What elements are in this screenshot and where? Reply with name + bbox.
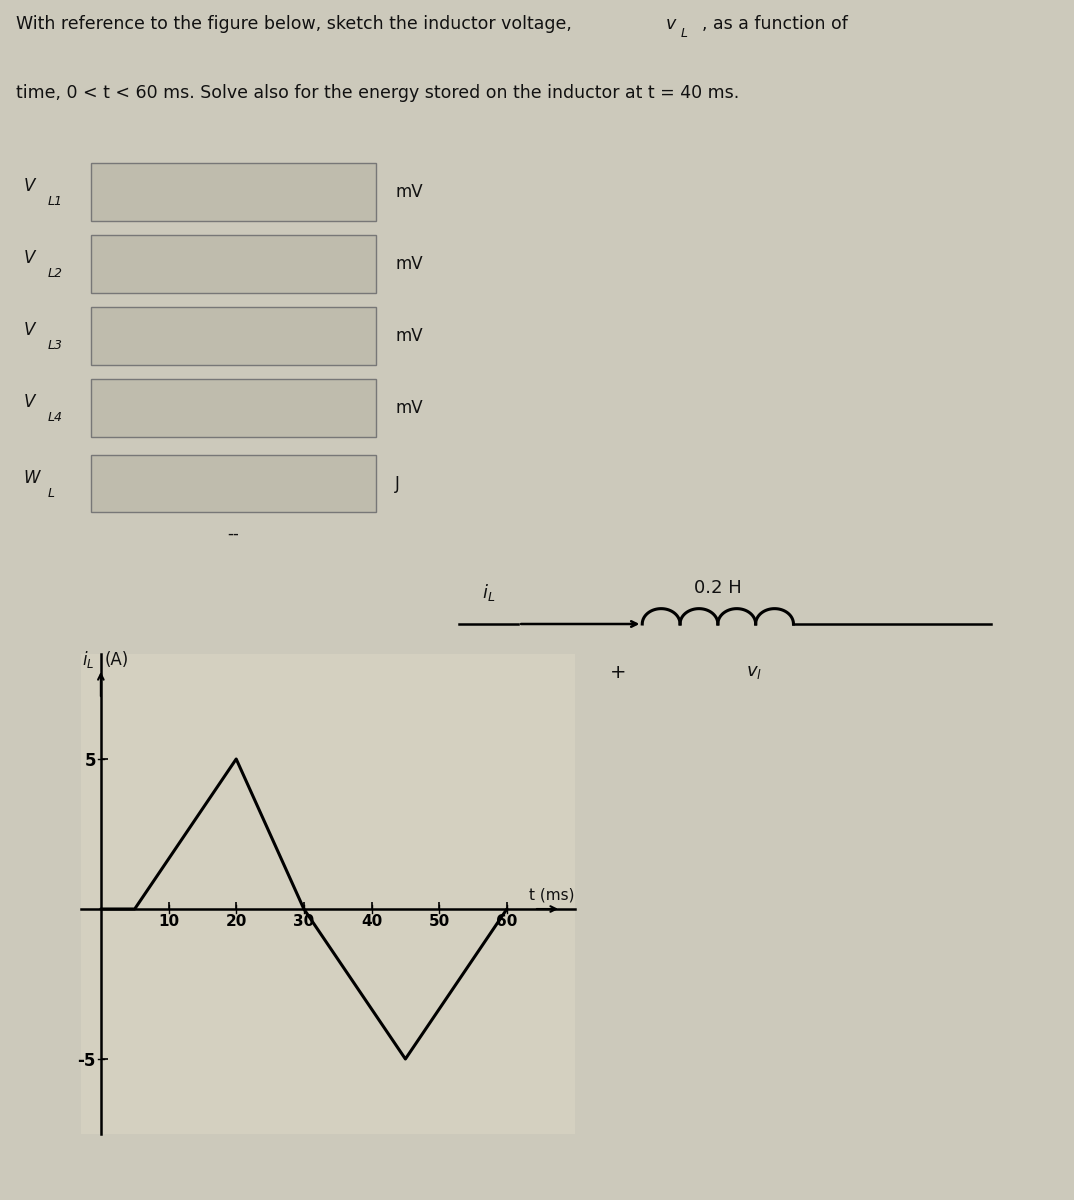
Text: W: W [24,468,40,487]
Text: L1: L1 [47,196,62,208]
Text: With reference to the figure below, sketch the inductor voltage,: With reference to the figure below, sket… [16,14,578,32]
Text: time, 0 < t < 60 ms. Solve also for the energy stored on the inductor at t = 40 : time, 0 < t < 60 ms. Solve also for the … [16,84,739,102]
Text: V: V [24,248,35,266]
Text: mV: mV [395,254,423,272]
Text: (A): (A) [104,650,129,670]
Text: +: + [610,662,627,682]
Text: --: -- [228,524,240,542]
Text: 0.2 H: 0.2 H [694,578,742,596]
Text: L: L [47,487,55,499]
Text: J: J [395,474,401,492]
Text: L2: L2 [47,268,62,280]
Text: V: V [24,176,35,194]
Text: V: V [24,320,35,338]
Text: L: L [681,26,687,40]
Text: $v_l$: $v_l$ [746,662,763,680]
Text: mV: mV [395,326,423,346]
Text: V: V [24,392,35,410]
Text: $i_L$: $i_L$ [482,582,495,602]
Text: mV: mV [395,182,423,200]
Text: v: v [666,14,677,32]
Text: , as a function of: , as a function of [701,14,847,32]
Text: t (ms): t (ms) [529,888,575,902]
Text: mV: mV [395,398,423,416]
Text: $i_L$: $i_L$ [82,649,95,671]
Text: L3: L3 [47,340,62,352]
Text: L4: L4 [47,412,62,424]
